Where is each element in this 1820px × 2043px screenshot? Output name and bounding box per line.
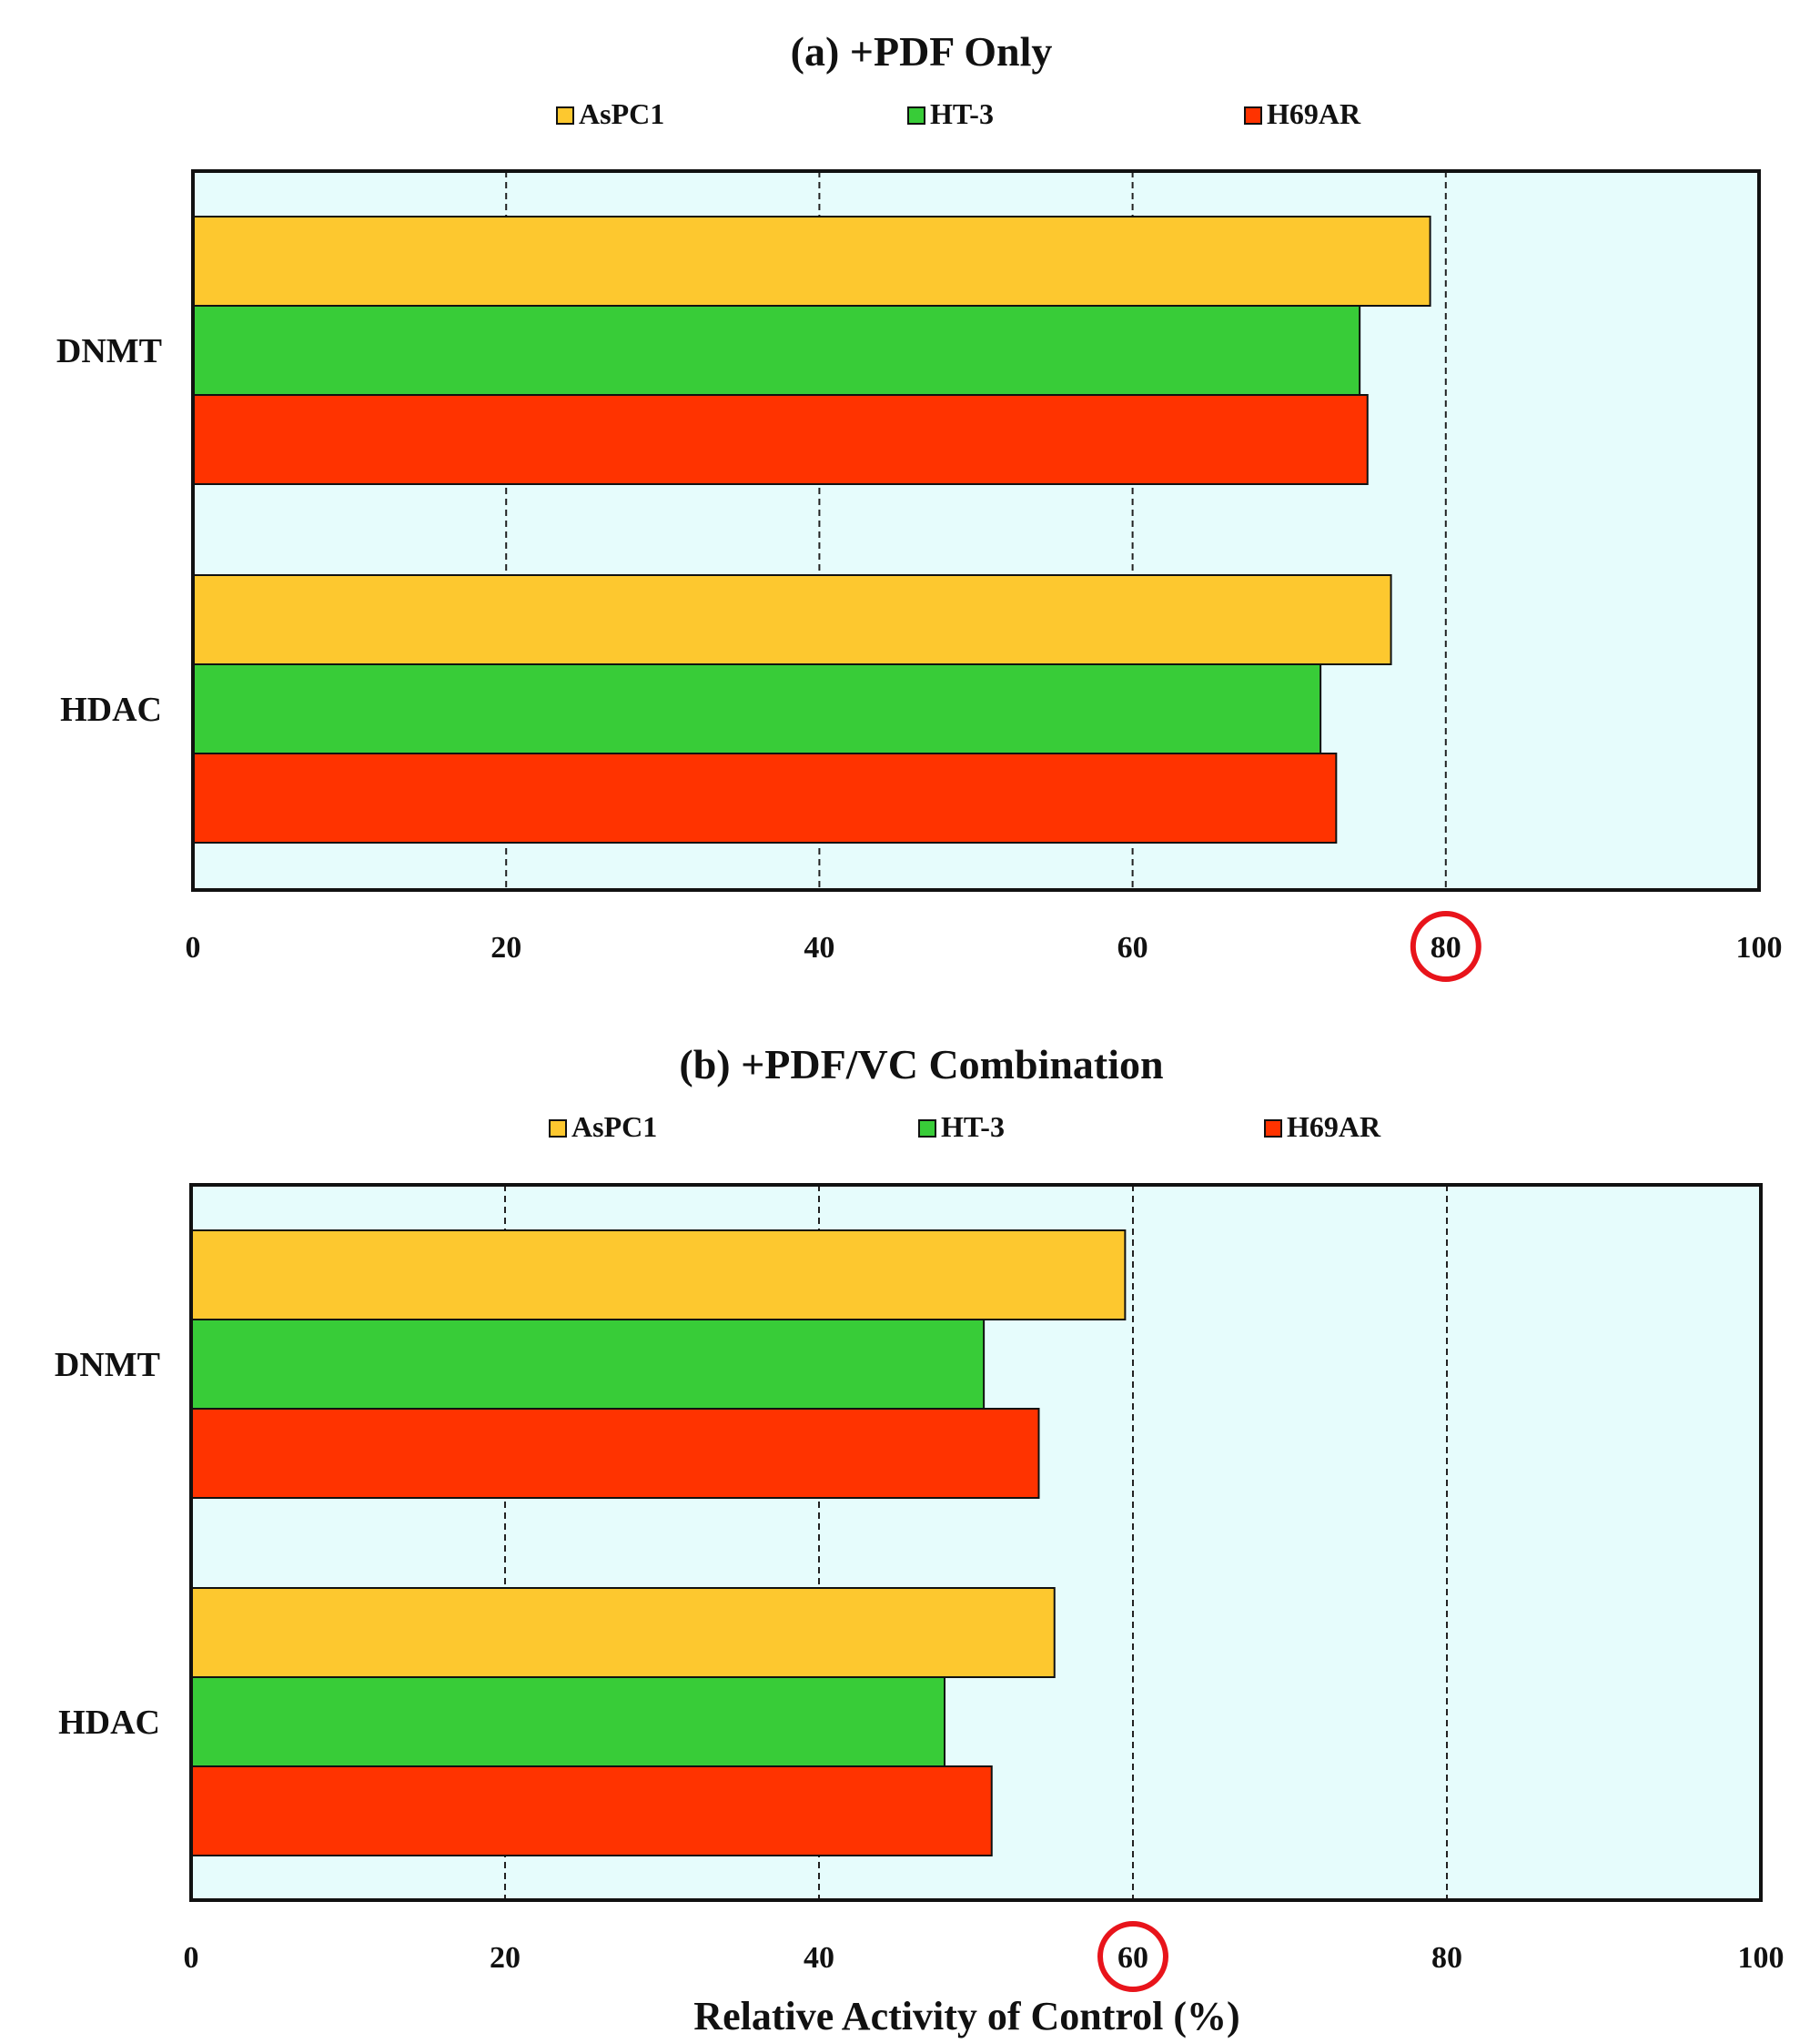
bar-dnmt-ht-3 xyxy=(192,305,1361,396)
bar-hdac-h69ar xyxy=(192,753,1338,844)
bar-dnmt-aspc1 xyxy=(192,216,1431,307)
plot-frame xyxy=(191,169,1761,892)
bar-hdac-aspc1 xyxy=(190,1587,1056,1678)
bar-dnmt-h69ar xyxy=(190,1408,1040,1499)
x-tick-label: 0 xyxy=(184,1941,199,1975)
chart-a: (a) +PDF Only AsPC1 HT-3 H69AR DNMT HDAC 0 20 40… xyxy=(56,28,1783,982)
x-tick-label: 20 xyxy=(490,931,521,965)
highlight-circle xyxy=(1410,911,1481,982)
x-tick-label: 40 xyxy=(804,931,834,965)
chart-b: (b) +PDF/VC Combination AsPC1 HT-3 H69AR DNM… xyxy=(55,1041,1785,2038)
x-tick-label: 80 xyxy=(1431,1941,1462,1975)
x-axis-label: Relative Activity of Control (%) xyxy=(693,1994,1239,2038)
category-label: HDAC xyxy=(60,691,162,729)
category-label: DNMT xyxy=(56,332,162,370)
x-tick-label: 20 xyxy=(490,1941,521,1975)
x-tick-label: 40 xyxy=(804,1941,834,1975)
x-tick-label: 0 xyxy=(186,931,201,965)
x-tick-label: 80 xyxy=(1431,931,1461,965)
legend-label-h69ar: H69AR xyxy=(1287,1110,1381,1143)
plot-frame xyxy=(189,1183,1763,1902)
legend-swatch-h69ar xyxy=(1264,1119,1282,1138)
legend-label-ht-3: HT-3 xyxy=(941,1110,1005,1143)
legend-swatch-h69ar xyxy=(1244,106,1262,125)
x-tick-label: 100 xyxy=(1736,931,1783,965)
category-label: DNMT xyxy=(55,1346,160,1384)
legend-label-aspc1: AsPC1 xyxy=(571,1110,657,1143)
x-tick-label: 60 xyxy=(1117,931,1148,965)
x-tick-label: 100 xyxy=(1738,1941,1785,1975)
bar-dnmt-aspc1 xyxy=(190,1229,1127,1320)
legend-label-h69ar: H69AR xyxy=(1267,97,1361,130)
bar-hdac-ht-3 xyxy=(190,1676,945,1767)
chart-title: (a) +PDF Only xyxy=(791,28,1053,75)
bar-dnmt-ht-3 xyxy=(190,1319,986,1410)
category-label: HDAC xyxy=(58,1704,160,1742)
legend-swatch-ht-3 xyxy=(907,106,925,125)
legend-swatch-aspc1 xyxy=(556,106,574,125)
legend-swatch-aspc1 xyxy=(549,1119,567,1138)
bar-hdac-aspc1 xyxy=(192,574,1392,665)
legend-label-ht-3: HT-3 xyxy=(930,97,994,130)
bar-hdac-ht-3 xyxy=(192,663,1322,754)
legend-swatch-ht-3 xyxy=(918,1119,936,1138)
highlight-circle xyxy=(1097,1921,1168,1992)
x-tick-label: 60 xyxy=(1117,1941,1148,1975)
bar-dnmt-h69ar xyxy=(192,394,1369,485)
legend-label-aspc1: AsPC1 xyxy=(579,97,664,130)
bar-hdac-h69ar xyxy=(190,1765,993,1856)
chart-title: (b) +PDF/VC Combination xyxy=(679,1041,1163,1087)
